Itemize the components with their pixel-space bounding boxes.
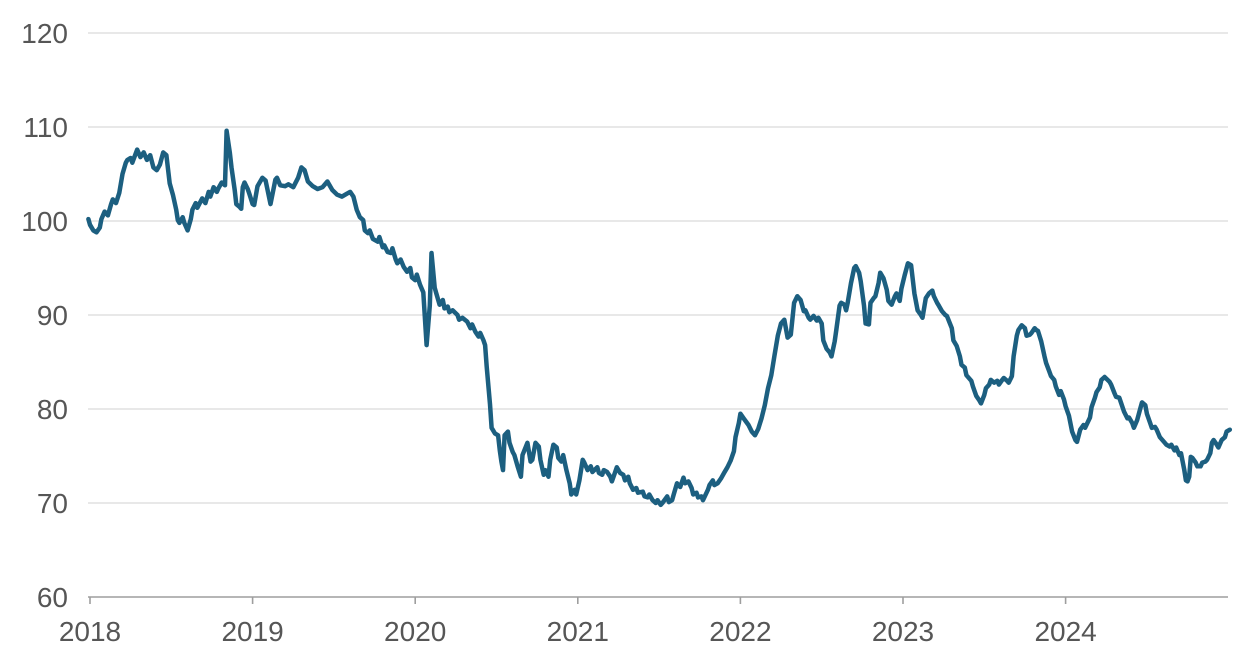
- data-line-0: [86, 128, 1233, 508]
- x-axis-label-2020: 2020: [384, 616, 446, 647]
- x-axis-label-2022: 2022: [709, 616, 771, 647]
- data-series: [86, 128, 1233, 508]
- y-axis-label-70: 70: [37, 488, 68, 519]
- y-axis-label-60: 60: [37, 582, 68, 613]
- x-axis: [88, 596, 1228, 604]
- y-axis-label-110: 110: [23, 112, 68, 143]
- x-axis-label-2019: 2019: [221, 616, 283, 647]
- y-axis-label-120: 120: [21, 18, 68, 49]
- y-axis-label-80: 80: [37, 394, 68, 425]
- x-axis-label-2023: 2023: [872, 616, 934, 647]
- x-axis-label-2024: 2024: [1034, 616, 1096, 647]
- y-axis-label-100: 100: [21, 206, 68, 237]
- x-axis-labels: 2018 2019 2020 2021 2022 2023 2024: [59, 616, 1097, 647]
- x-axis-label-2018: 2018: [59, 616, 121, 647]
- y-axis-label-90: 90: [37, 300, 68, 331]
- x-axis-label-2021: 2021: [547, 616, 609, 647]
- y-axis-labels: 60 70 80 90 100 110 120: [21, 18, 68, 613]
- gridlines: [88, 32, 1228, 504]
